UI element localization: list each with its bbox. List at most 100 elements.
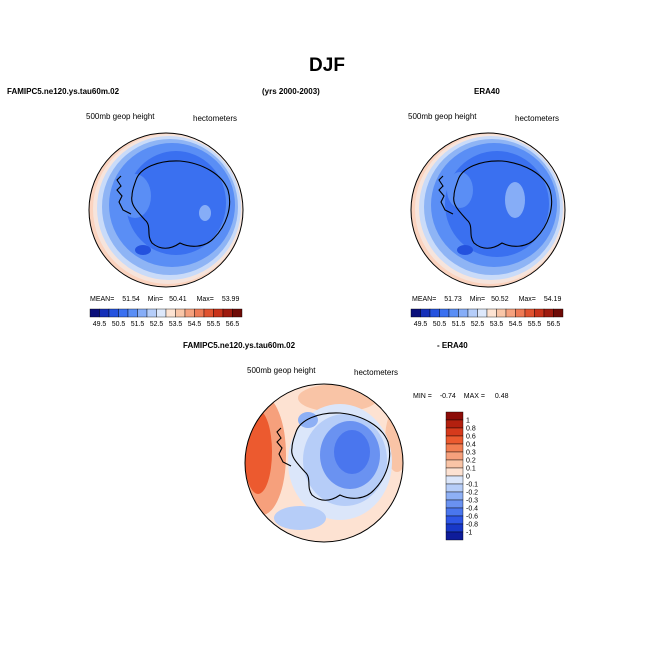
colorbar-swatch (534, 308, 545, 318)
colorbar-swatch (445, 531, 464, 541)
colorbar-tick-label: 0.4 (466, 442, 476, 449)
colorbar-swatch (477, 308, 488, 318)
colorbar-swatch (175, 308, 186, 318)
min-label: Min= (147, 296, 164, 303)
mean-label: MEAN= (90, 296, 115, 303)
colorbar-swatch (445, 491, 464, 501)
colorbar-swatch (439, 308, 450, 318)
model-polar-map (88, 132, 244, 288)
diff-stats: MIN = -0.74 MAX = 0.48 (413, 393, 509, 400)
colorbar-swatch (118, 308, 129, 318)
colorbar-swatch (445, 475, 464, 485)
colorbar-swatch (99, 308, 110, 318)
diff-model-header: FAMIPC5.ne120.ys.tau60m.02 (183, 341, 296, 350)
diff-colorbar: 10.80.60.40.30.20.10-0.1-0.2-0.3-0.4-0.6… (445, 411, 478, 541)
colorbar-swatch (496, 308, 507, 318)
colorbar-tick-label: 50.5 (112, 321, 126, 328)
colorbar-swatch (467, 308, 478, 318)
colorbar-swatch (445, 451, 464, 461)
colorbar-swatch (445, 523, 464, 533)
max-value: 53.99 (221, 296, 240, 303)
colorbar-swatch (505, 308, 516, 318)
colorbar-swatch (486, 308, 497, 318)
min-label: MIN = (413, 393, 432, 400)
colorbar-swatch (184, 308, 195, 318)
colorbar-tick-label: 56.5 (547, 321, 561, 328)
max-value: 0.48 (494, 393, 509, 400)
colorbar-swatch (194, 308, 205, 318)
colorbar-tick-label: 55.5 (528, 321, 542, 328)
colorbar-tick-label: -0.1 (466, 482, 478, 489)
colorbar-swatch (420, 308, 431, 318)
model-units-label: hectometers (193, 114, 238, 123)
mean-value: 51.73 (444, 296, 462, 303)
colorbar-swatch (445, 419, 464, 429)
colorbar-swatch (410, 308, 421, 318)
colorbar-swatch (445, 483, 464, 493)
colorbar-swatch (445, 427, 464, 437)
colorbar-tick-label: 52.5 (150, 321, 164, 328)
max-label: MAX = (463, 393, 485, 400)
min-value: 50.41 (169, 296, 187, 303)
obs-units-label: hectometers (515, 114, 560, 123)
min-label: Min= (469, 296, 486, 303)
colorbar-swatch (89, 308, 100, 318)
colorbar-tick-label: 0 (466, 474, 470, 481)
colorbar-tick-label: 49.5 (414, 321, 428, 328)
mean-value: 51.54 (122, 296, 140, 303)
colorbar-tick-label: 50.5 (433, 321, 447, 328)
colorbar-swatch (515, 308, 526, 318)
colorbar-swatch (445, 515, 464, 525)
colorbar-swatch (448, 308, 459, 318)
colorbar-swatch (156, 308, 167, 318)
max-value: 54.19 (543, 296, 562, 303)
colorbar-tick-label: 0.6 (466, 434, 476, 441)
colorbar-tick-label: -0.8 (466, 522, 478, 529)
colorbar-swatch (127, 308, 138, 318)
colorbar-tick-label: 0.8 (466, 426, 476, 433)
colorbar-swatch (165, 308, 176, 318)
colorbar-tick-label: 55.5 (207, 321, 221, 328)
model-stats: MEAN= 51.54 Min= 50.41 Max= 53.99 (90, 296, 239, 303)
colorbar-swatch (108, 308, 119, 318)
colorbar-swatch (543, 308, 554, 318)
colorbar-swatch (445, 467, 464, 477)
colorbar-swatch (429, 308, 440, 318)
max-label: Max= (518, 296, 536, 303)
diff-variable-label: 500mb geop height (247, 366, 316, 375)
colorbar-swatch (553, 308, 564, 318)
years-header: (yrs 2000-2003) (262, 87, 320, 96)
colorbar-tick-label: 0.3 (466, 450, 476, 457)
colorbar-tick-label: 53.5 (490, 321, 504, 328)
colorbar-tick-label: 49.5 (93, 321, 107, 328)
obs-polar-map (410, 132, 566, 288)
model-variable-label: 500mb geop height (86, 112, 155, 121)
colorbar-tick-label: -0.4 (466, 506, 478, 513)
diff-polar-map (244, 383, 404, 543)
diff-obs-header: - ERA40 (437, 341, 468, 350)
mean-label: MEAN= (412, 296, 437, 303)
model-name-header: FAMIPC5.ne120.ys.tau60m.02 (7, 87, 120, 96)
colorbar-swatch (445, 443, 464, 453)
colorbar-swatch (137, 308, 148, 318)
colorbar-swatch (232, 308, 243, 318)
colorbar-tick-label: 1 (466, 418, 470, 425)
colorbar-swatch (445, 459, 464, 469)
colorbar-tick-label: 51.5 (131, 321, 145, 328)
obs-name-header: ERA40 (474, 87, 500, 96)
colorbar-tick-label: -0.2 (466, 490, 478, 497)
colorbar-swatch (445, 507, 464, 517)
colorbar-swatch (222, 308, 233, 318)
colorbar-tick-label: 56.5 (226, 321, 240, 328)
colorbar-tick-label: 0.1 (466, 466, 476, 473)
colorbar-tick-label: 54.5 (188, 321, 202, 328)
obs-colorbar: 49.5 50.5 51.5 52.5 53.5 54.5 55.5 56.5 (410, 308, 564, 328)
colorbar-swatch (213, 308, 224, 318)
figure-title: DJF (309, 55, 345, 76)
model-colorbar: 49.5 50.5 51.5 52.5 53.5 54.5 55.5 56.5 (89, 308, 243, 328)
obs-variable-label: 500mb geop height (408, 112, 477, 121)
colorbar-tick-label: 52.5 (471, 321, 485, 328)
colorbar-swatch (445, 411, 464, 421)
min-value: 50.52 (491, 296, 509, 303)
